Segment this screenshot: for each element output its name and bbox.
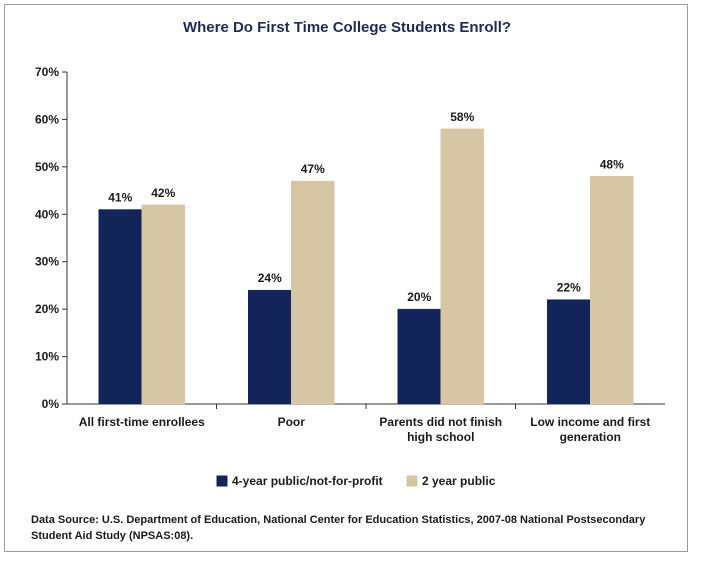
data-label: 58% [450,110,474,124]
data-source-note: Data Source: U.S. Department of Educatio… [31,514,646,542]
chart-title: Where Do First Time College Students Enr… [182,19,512,36]
x-category-label: All first-time enrollees [79,415,205,429]
x-category-label: Parents did not finish high school [379,415,502,444]
bar [141,204,185,405]
x-category-label: Low income and first generation [530,415,650,444]
chart-frame: Where Do First Time College Students Enr… [4,4,688,552]
y-tick-label: 70% [35,65,59,79]
y-tick-label: 40% [35,207,59,221]
data-label: 41% [108,191,132,205]
bar [440,128,484,405]
y-tick-label: 0% [42,397,60,411]
data-label: 24% [258,271,282,285]
legend-swatch [406,475,418,487]
y-tick-label: 20% [35,302,59,316]
y-tick-label: 60% [35,112,59,126]
y-tick-label: 30% [35,255,59,269]
data-label: 22% [557,281,581,295]
x-category-label: Poor [278,415,306,429]
bar-chart: 0% 10% 20% 30% 40% 50% 60% 70% 41% 42% All first-t… [35,65,665,488]
data-label: 20% [407,290,431,304]
legend-label: 4-year public/not-for-profit [232,474,383,488]
bar [98,209,142,405]
y-tick-label: 10% [35,350,59,364]
data-label: 47% [301,162,325,176]
bar [590,176,634,405]
legend-label: 2 year public [422,474,496,488]
bar [291,180,335,405]
bar [248,289,292,405]
legend-swatch [216,475,228,487]
y-tick-label: 50% [35,160,59,174]
data-label: 42% [151,186,175,200]
bar [547,299,591,405]
bar [397,308,441,405]
data-label: 48% [600,157,624,171]
